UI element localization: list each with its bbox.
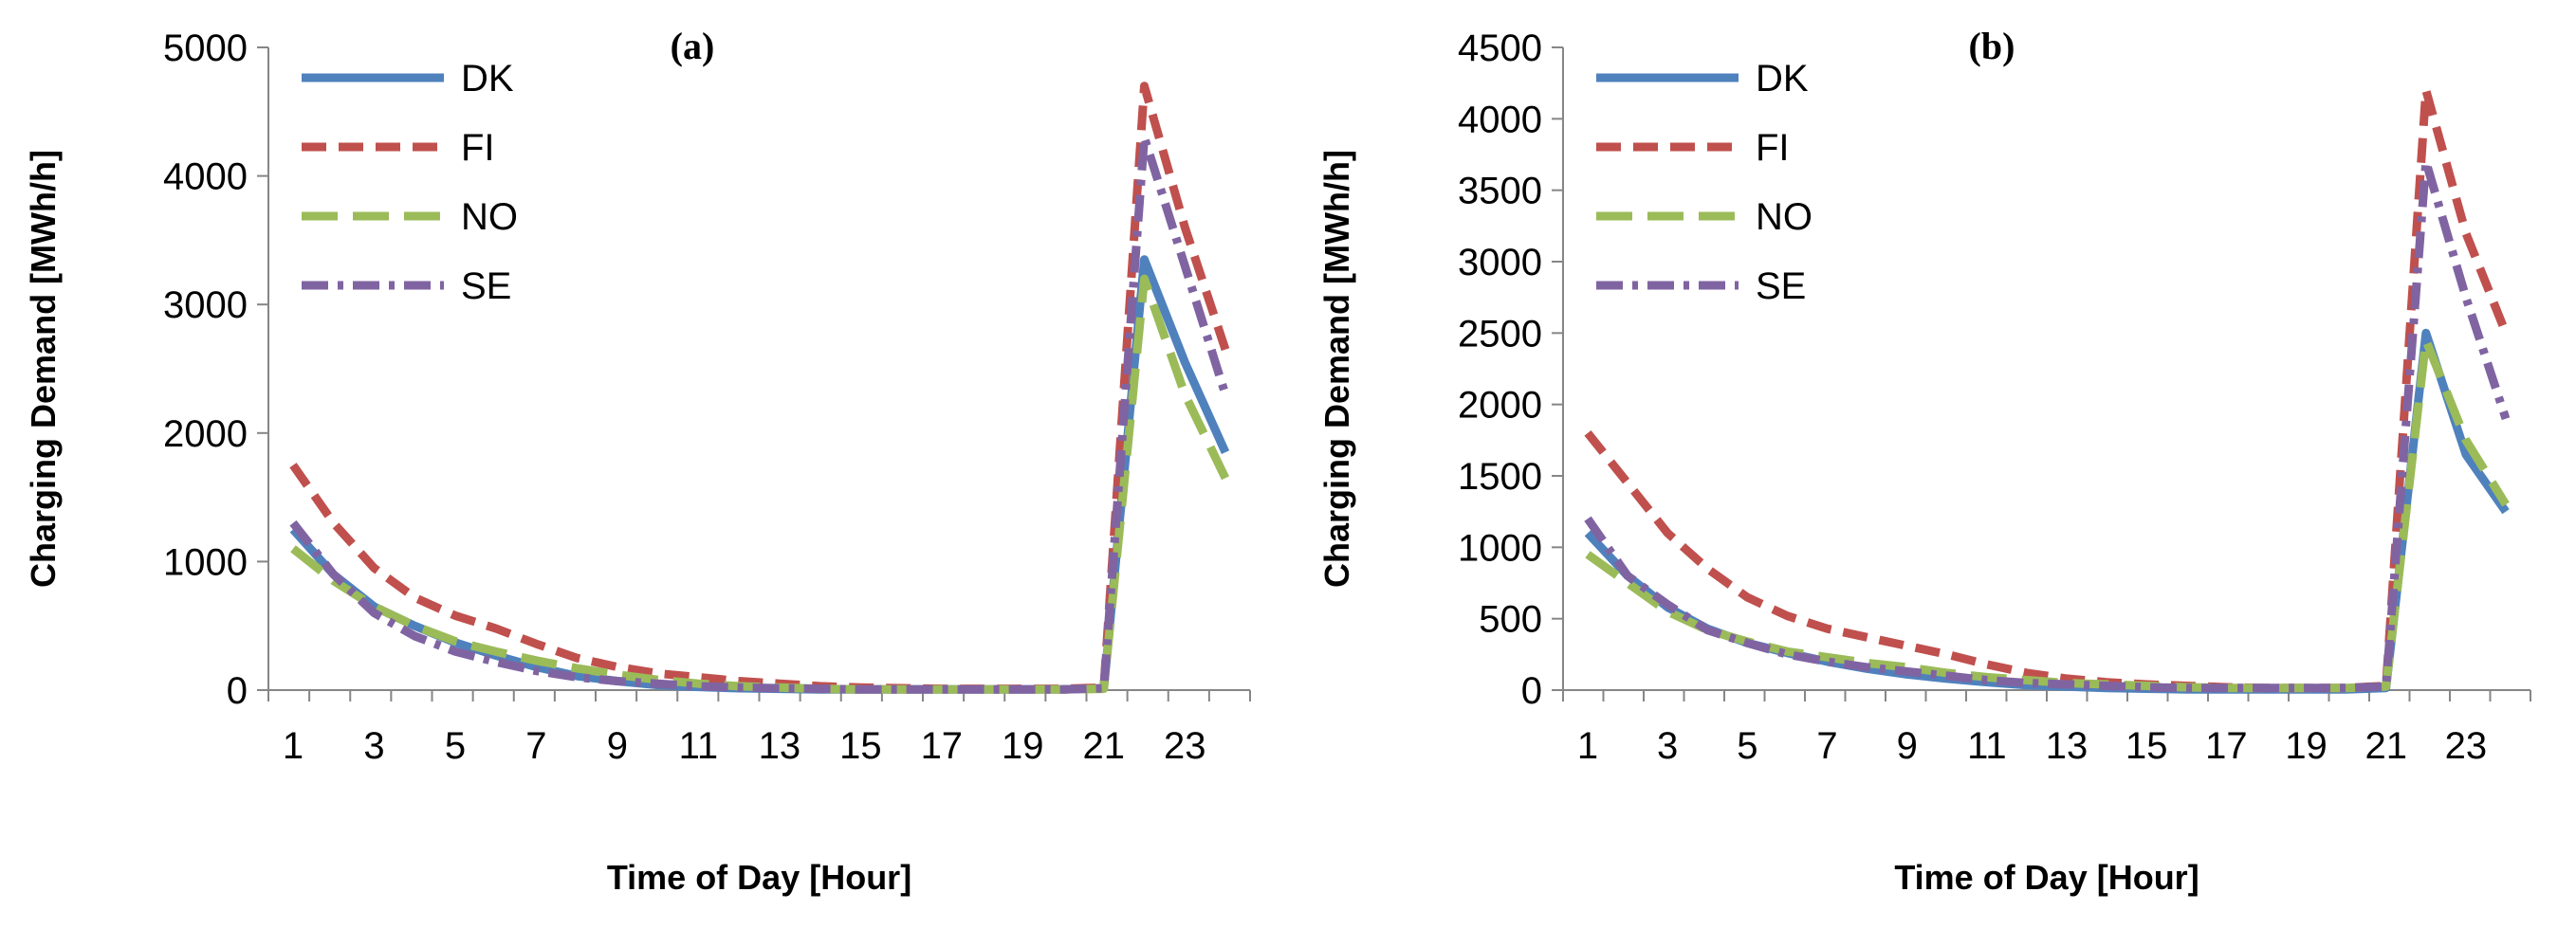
y-axis-title: Charging Demand [MWh/h] (1317, 150, 1356, 588)
series-line-se (289, 133, 1230, 694)
x-tick-label: 11 (1967, 725, 2007, 767)
y-tick-label: 2500 (1458, 313, 1542, 355)
x-tick-label: 15 (2125, 725, 2168, 767)
y-tick-label: 0 (1521, 670, 1542, 712)
x-tick-label: 1 (283, 725, 304, 767)
y-tick-label: 3000 (163, 284, 248, 326)
y-tick-label: 2000 (163, 413, 248, 455)
x-tick-label: 7 (1816, 725, 1837, 767)
x-tick-label: 5 (445, 725, 466, 767)
series-line-no (290, 274, 1230, 694)
x-tick-label: 17 (921, 725, 964, 767)
x-tick-label: 21 (2364, 725, 2407, 767)
legend-label-fi: FI (1756, 127, 1790, 169)
x-tick-label: 23 (1164, 725, 1206, 767)
y-tick-label: 0 (227, 670, 248, 712)
x-tick-label: 9 (607, 725, 628, 767)
y-tick-label: 3500 (1458, 171, 1542, 212)
y-tick-label: 5000 (163, 27, 248, 69)
y-tick-label: 1000 (163, 541, 248, 583)
y-tick-label: 1500 (1458, 456, 1542, 498)
legend-label-dk: DK (1756, 58, 1809, 100)
x-tick-label: 15 (839, 725, 882, 767)
series-line-se (1584, 157, 2511, 693)
y-tick-label: 500 (1479, 599, 1542, 641)
panel-label: (a) (671, 25, 715, 67)
y-axis-title: Charging Demand [MWh/h] (24, 150, 63, 588)
legend-label-no: NO (1756, 196, 1812, 238)
x-tick-label: 17 (2205, 725, 2248, 767)
x-tick-label: 9 (1897, 725, 1918, 767)
x-tick-label: 7 (525, 725, 546, 767)
series-line-no (1585, 336, 2510, 693)
legend-label-se: SE (1756, 265, 1806, 307)
x-tick-label: 3 (1657, 725, 1678, 767)
series-line-fi (1584, 85, 2511, 693)
y-tick-label: 4500 (1458, 27, 1542, 69)
y-tick-label: 3000 (1458, 242, 1542, 283)
x-tick-label: 23 (2445, 725, 2488, 767)
panel-label: (b) (1969, 25, 2015, 67)
y-tick-label: 4000 (163, 156, 248, 198)
y-tick-label: 1000 (1458, 527, 1542, 569)
x-tick-label: 13 (2046, 725, 2088, 767)
y-tick-label: 4000 (1458, 99, 1542, 140)
x-tick-label: 13 (759, 725, 801, 767)
x-tick-label: 21 (1083, 725, 1126, 767)
x-tick-label: 19 (1002, 725, 1044, 767)
x-tick-label: 5 (1737, 725, 1757, 767)
x-tick-label: 3 (363, 725, 384, 767)
x-tick-label: 1 (1577, 725, 1598, 767)
legend-label-dk: DK (461, 58, 514, 100)
x-axis-title: Time of Day [Hour] (1894, 858, 2199, 897)
y-tick-label: 2000 (1458, 385, 1542, 427)
series-line-dk (289, 255, 1230, 694)
series-line-fi (289, 82, 1230, 694)
x-tick-label: 11 (679, 725, 719, 767)
x-axis-title: Time of Day [Hour] (607, 858, 911, 897)
legend-label-no: NO (461, 196, 518, 238)
legend-label-se: SE (461, 265, 511, 307)
x-tick-label: 19 (2285, 725, 2328, 767)
legend-label-fi: FI (461, 127, 495, 169)
